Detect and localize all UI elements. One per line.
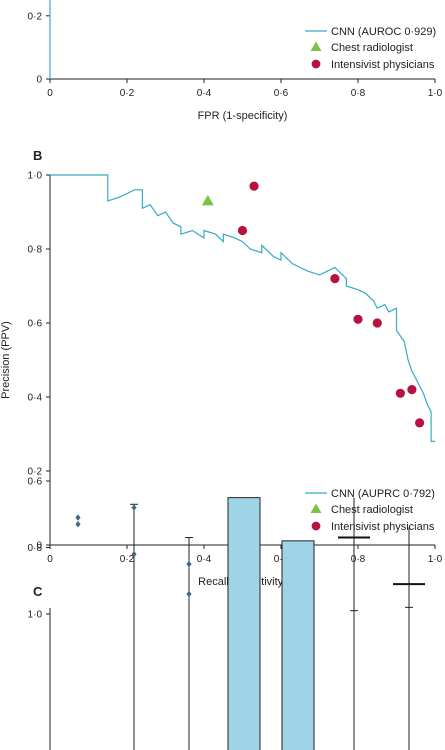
box-outlier: [75, 521, 81, 528]
y-tick-label: 0·2: [28, 467, 43, 478]
y-tick-label: 1·0: [28, 171, 43, 182]
y-tick-label: 0·6: [28, 319, 43, 330]
x-tick-label: 0·2: [120, 554, 135, 565]
intensivist-point: [249, 181, 259, 191]
y-tick-label: 1·0: [28, 610, 43, 621]
y-tick-label: 0·6: [28, 477, 43, 488]
legend-intensivist-label: Intensivist physicians: [331, 521, 435, 533]
panel-letter: C: [33, 584, 43, 599]
box-outlier: [75, 514, 81, 521]
intensivist-point: [395, 388, 405, 398]
legend-radiologist-swatch: [310, 41, 322, 51]
intensivist-point: [372, 318, 382, 328]
x-tick-label: 1·0: [428, 88, 443, 99]
y-tick-label: 0·4: [28, 393, 43, 404]
box-outlier: [186, 590, 192, 598]
x-tick-label: 0·8: [351, 554, 366, 565]
x-tick-label: 0: [47, 554, 53, 565]
legend-intensivist-swatch: [311, 59, 321, 69]
intensivist-point: [330, 274, 340, 284]
y-tick-label: 0·2: [28, 11, 43, 22]
box: [281, 540, 315, 750]
legend-radiologist-label: Chest radiologist: [331, 42, 413, 54]
x-tick-label: 0·4: [197, 88, 212, 99]
box: [227, 497, 261, 750]
x-tick-label: 0: [47, 88, 53, 99]
y-tick-label: 0: [36, 75, 42, 86]
panel-c: C 0·6 0·8 1·0: [28, 477, 425, 750]
y-axis-label: Precision (PPV): [0, 321, 12, 399]
x-tick-label: 0·6: [274, 554, 289, 565]
legend-radiologist-swatch: [310, 503, 322, 513]
box-outlier: [131, 550, 137, 558]
x-tick-label: 0·2: [120, 88, 135, 99]
legend-cnn-label: CNN (AUROC 0·929): [331, 26, 436, 38]
legend-intensivist-swatch: [311, 521, 321, 531]
panel-a: 0 0·2 0·4 0·6 0·8 1·0 0 0·2 FPR (1-specificity) C…: [28, 0, 443, 122]
x-tick-label: 1·0: [428, 554, 443, 565]
x-axis-label: FPR (1-specificity): [198, 110, 288, 122]
intensivist-point: [353, 314, 363, 324]
intensivist-point: [415, 418, 425, 428]
legend-radiologist-label: Chest radiologist: [331, 504, 413, 516]
radiologist-point: [201, 194, 214, 206]
box-outlier: [131, 504, 137, 511]
intensivist-point: [407, 385, 417, 395]
legend-intensivist-label: Intensivist physicians: [331, 59, 435, 71]
x-tick-label: 0·6: [274, 88, 289, 99]
cnn-curve: [50, 174, 435, 442]
y-tick-label: 0: [36, 541, 42, 552]
x-tick-label: 0·4: [197, 554, 212, 565]
y-tick-label: 0·8: [28, 245, 43, 256]
box-outlier: [186, 560, 192, 568]
legend-cnn-label: CNN (AUPRC 0·792): [331, 488, 435, 500]
y-tick-label: 0·8: [28, 543, 43, 554]
intensivist-point: [237, 225, 248, 236]
panel-letter: B: [33, 148, 42, 163]
x-tick-label: 0·8: [351, 88, 366, 99]
